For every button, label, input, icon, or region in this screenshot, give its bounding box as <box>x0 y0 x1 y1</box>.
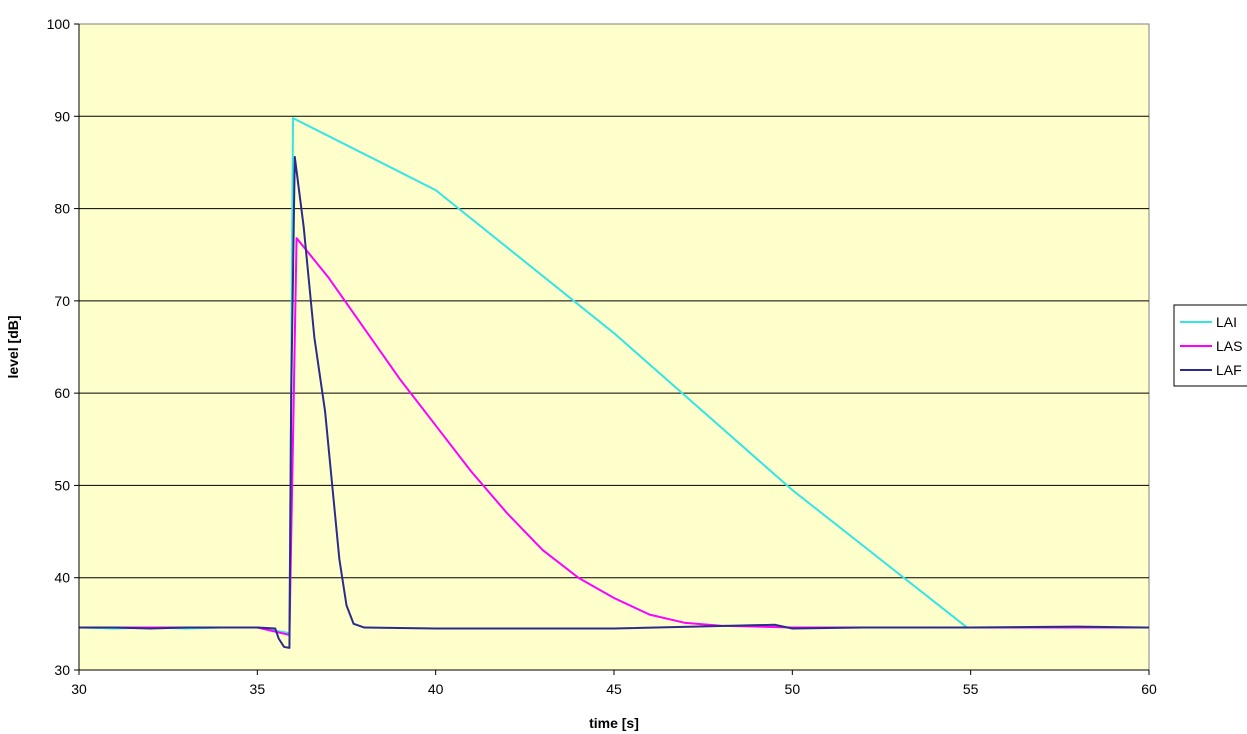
y-ticks: 30 40 50 60 70 80 90 100 <box>47 16 79 678</box>
x-tick-label: 45 <box>606 681 622 697</box>
y-tick-label: 40 <box>54 570 70 586</box>
x-tick-label: 60 <box>1141 681 1157 697</box>
series-line-las <box>79 237 1149 636</box>
legend: LAI LAS LAF <box>1173 304 1247 387</box>
y-tick-label: 90 <box>54 108 70 124</box>
x-tick-label: 50 <box>785 681 801 697</box>
gridlines <box>79 115 1149 579</box>
y-tick-label: 30 <box>54 662 70 678</box>
x-tick-label: 55 <box>963 681 979 697</box>
x-tick-label: 35 <box>250 681 266 697</box>
y-tick-label: 60 <box>54 385 70 401</box>
y-tick-label: 50 <box>54 477 70 493</box>
legend-items: LAI LAS LAF <box>1180 314 1242 378</box>
y-axis-title: level [dB] <box>5 315 21 378</box>
plot-area <box>78 23 1150 671</box>
y-tick-label: 70 <box>54 293 70 309</box>
y-tick-label: 80 <box>54 201 70 217</box>
x-tick-label: 40 <box>428 681 444 697</box>
y-tick-label: 100 <box>47 16 71 32</box>
x-ticks: 30 35 40 45 50 55 60 <box>71 670 1157 697</box>
legend-label: LAF <box>1216 362 1242 378</box>
series-layer <box>78 117 1150 649</box>
legend-label: LAI <box>1216 314 1237 330</box>
series-line-laf <box>79 155 1150 649</box>
x-axis-title: time [s] <box>589 715 639 731</box>
x-tick-label: 30 <box>71 681 87 697</box>
legend-label: LAS <box>1216 338 1242 354</box>
